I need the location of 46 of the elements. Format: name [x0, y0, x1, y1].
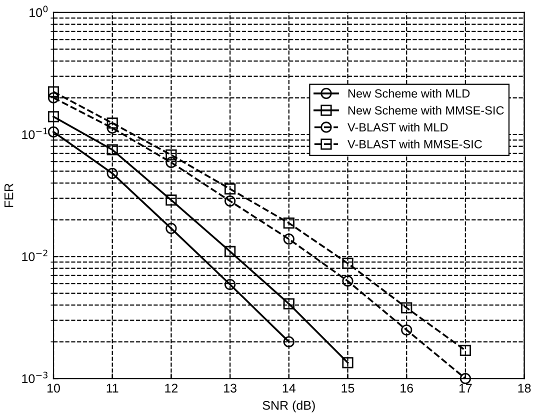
- x-tick-label: 17: [459, 384, 472, 392]
- point: [106, 118, 118, 129]
- point: [283, 234, 294, 245]
- x-tick-label: 14: [282, 384, 296, 392]
- point: [48, 92, 60, 104]
- point: [166, 156, 177, 168]
- point: [224, 183, 236, 194]
- legend-label: V-BLAST with MLD: [348, 122, 448, 132]
- point: [166, 149, 177, 160]
- x-axis-title: SNR (dB): [262, 400, 315, 412]
- point: [342, 275, 354, 287]
- x-tick-label: 13: [224, 384, 236, 393]
- y-tick-label: 10$^{0}$: [30, 6, 48, 18]
- point: [342, 357, 354, 368]
- point: [48, 126, 60, 138]
- point: [224, 246, 236, 258]
- point: [460, 373, 472, 384]
- point: [166, 222, 177, 234]
- point: [401, 302, 412, 314]
- legend-label: New Scheme with MMSE-SIC: [348, 106, 504, 115]
- y-axis-title: FER: [4, 184, 14, 207]
- x-tick-label: 18: [518, 384, 531, 393]
- point: [166, 194, 177, 206]
- y-tick-label: 10$^{−3}$: [22, 372, 48, 384]
- x-tick-label: 11: [106, 384, 118, 392]
- point: [401, 324, 412, 336]
- point: [48, 86, 60, 98]
- y-tick-label: 10$^{−1}$: [22, 128, 48, 140]
- x-tick-label: 16: [400, 384, 414, 393]
- point: [283, 218, 294, 229]
- x-tick-label: 12: [165, 384, 178, 392]
- point: [460, 344, 472, 356]
- legend-label: V-BLAST with MMSE-SIC: [348, 140, 482, 148]
- point: [224, 278, 236, 290]
- point: [342, 258, 354, 269]
- x-tick-label: 15: [342, 384, 354, 393]
- point: [283, 298, 294, 310]
- point: [106, 144, 118, 156]
- point: [106, 168, 118, 179]
- point: [48, 111, 60, 122]
- legend-label: New Scheme with MLD: [348, 89, 470, 98]
- point: [283, 336, 294, 348]
- y-tick-label: 10$^{−2}$: [22, 250, 48, 262]
- point: [106, 122, 118, 134]
- point: [224, 195, 236, 207]
- x-tick-label: 10: [48, 384, 60, 393]
